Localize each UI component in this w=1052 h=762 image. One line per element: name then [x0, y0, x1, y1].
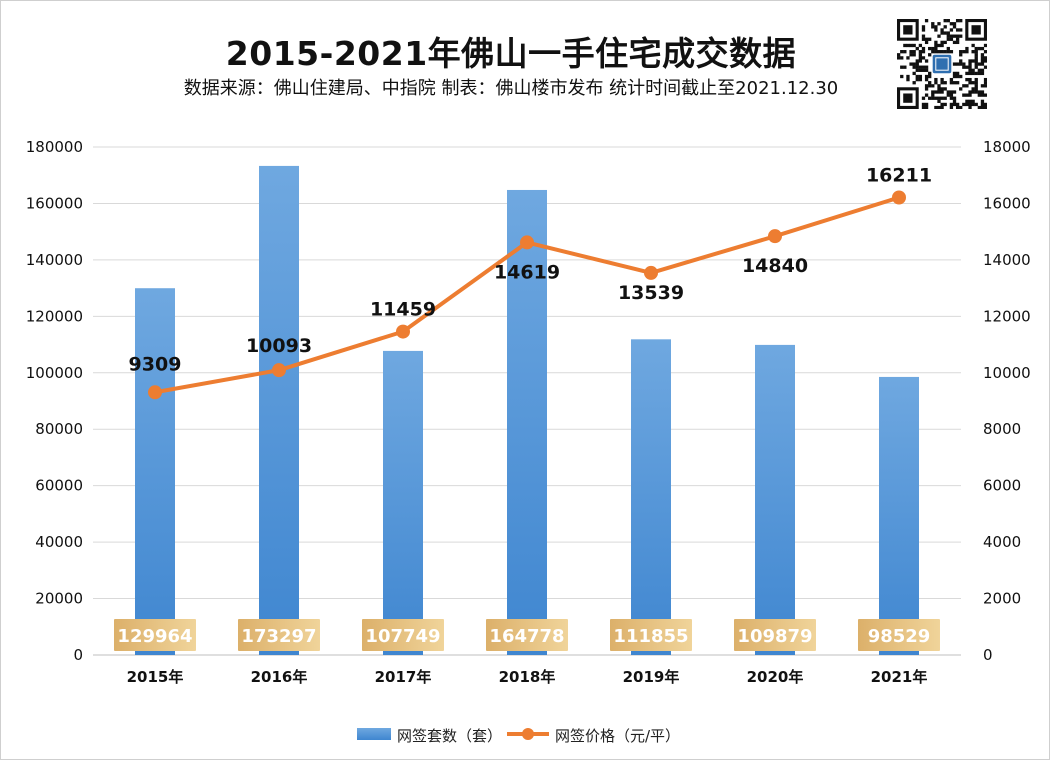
category-label: 2020年 [747, 668, 804, 686]
right-tick-label: 12000 [983, 307, 1031, 325]
bar-value-label: 111855 [613, 626, 688, 647]
line-point [768, 229, 782, 244]
bar [507, 189, 547, 655]
category-label: 2021年 [871, 668, 928, 686]
right-tick-label: 6000 [983, 477, 1021, 495]
right-tick-label: 2000 [983, 590, 1021, 608]
bar [259, 165, 299, 655]
right-axis: 0 2000 4000 6000 8000 10000 12000 14000 16000 180… [983, 138, 1031, 664]
left-tick-label: 160000 [26, 194, 83, 212]
line-series [148, 190, 906, 400]
line-value-label: 9309 [129, 353, 182, 375]
right-tick-label: 10000 [983, 364, 1031, 382]
legend-line-label: 网签价格（元/平） [555, 727, 680, 745]
bar-value-labels: 129964 173297 107749 164778 111855 109879 9852… [114, 619, 940, 651]
bar-label-box [734, 619, 816, 651]
category-label: 2015年 [127, 668, 184, 686]
left-tick-label: 80000 [35, 420, 83, 438]
bar [383, 350, 423, 655]
bar [135, 288, 175, 655]
line-value-labels: 9309 10093 11459 14619 13539 14840 16211 [129, 164, 933, 375]
line-value-label: 14840 [742, 255, 808, 277]
category-axis: 2015年 2016年 2017年 2018年 2019年 2020年 2021年 [127, 668, 928, 686]
line-point [272, 363, 286, 378]
category-label: 2019年 [623, 668, 680, 686]
qr-code-icon [897, 19, 987, 109]
bar-label-box [486, 619, 568, 651]
bar-label-box [610, 619, 692, 651]
right-tick-label: 16000 [983, 194, 1031, 212]
bar-value-label: 98529 [868, 626, 931, 647]
chart-subtitle: 数据来源：佛山住建局、中指院 制表：佛山楼市发布 统计时间截止至2021.12.… [183, 78, 839, 99]
left-tick-label: 140000 [26, 251, 83, 269]
line-value-label: 13539 [618, 282, 684, 304]
bar [879, 376, 919, 655]
line-point [644, 265, 658, 280]
bar-label-box [238, 619, 320, 651]
line-point [148, 385, 162, 400]
bar-label-box [114, 619, 196, 651]
bar-value-label: 109879 [737, 626, 812, 647]
legend-bar-label: 网签套数（套） [397, 727, 502, 745]
line-point [396, 324, 410, 339]
left-tick-label: 40000 [35, 533, 83, 551]
legend-bar-swatch [357, 728, 391, 740]
bar-value-label: 164778 [489, 626, 564, 647]
right-tick-label: 14000 [983, 251, 1031, 269]
category-label: 2017年 [375, 668, 432, 686]
category-label: 2018年 [499, 668, 556, 686]
right-tick-label: 18000 [983, 138, 1031, 156]
line-value-label: 11459 [370, 299, 436, 321]
left-tick-label: 0 [73, 646, 83, 664]
left-axis: 0 20000 40000 60000 80000 100000 120000 140000 1… [26, 138, 83, 664]
line-point [892, 190, 906, 205]
left-tick-label: 180000 [26, 138, 83, 156]
right-tick-label: 4000 [983, 533, 1021, 551]
bar-label-box [858, 619, 940, 651]
legend: 网签套数（套） 网签价格（元/平） [357, 727, 680, 745]
bar-value-label: 129964 [117, 626, 192, 647]
legend-line-marker [522, 728, 534, 740]
left-tick-label: 100000 [26, 364, 83, 382]
right-tick-label: 8000 [983, 420, 1021, 438]
bar-series [135, 165, 919, 655]
line-value-label: 14619 [494, 261, 560, 283]
bar [631, 339, 671, 655]
left-tick-label: 120000 [26, 307, 83, 325]
line-value-label: 16211 [866, 164, 932, 186]
right-tick-label: 0 [983, 646, 993, 664]
line-value-label: 10093 [246, 335, 312, 357]
bar-value-label: 107749 [365, 626, 440, 647]
bar [755, 344, 795, 655]
chart-title: 2015-2021年佛山一手住宅成交数据 [225, 34, 797, 73]
category-label: 2016年 [251, 668, 308, 686]
line-point [520, 235, 534, 250]
left-tick-label: 60000 [35, 477, 83, 495]
left-tick-label: 20000 [35, 590, 83, 608]
bar-value-label: 173297 [241, 626, 316, 647]
bar-label-box [362, 619, 444, 651]
